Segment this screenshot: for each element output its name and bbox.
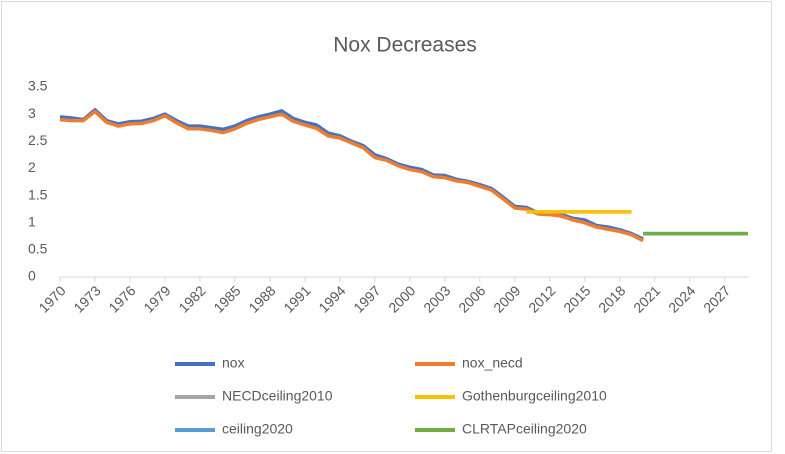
legend-label: CLRTAPceiling2020 xyxy=(462,421,587,437)
y-tick-label: 1.5 xyxy=(28,186,48,202)
chart-border xyxy=(1,1,772,452)
y-tick-label: 0.5 xyxy=(28,241,48,257)
y-tick-label: 2.5 xyxy=(28,132,48,148)
legend-label: Gothenburgceiling2010 xyxy=(462,388,607,404)
line-series xyxy=(59,109,644,243)
y-tick-label: 2 xyxy=(28,159,36,175)
chart-title: Nox Decreases xyxy=(333,34,477,57)
legend-label: NECDceiling2010 xyxy=(222,388,333,404)
y-tick-label: 0 xyxy=(28,268,36,284)
legend-label: nox_necd xyxy=(462,355,523,371)
y-tick-label: 1 xyxy=(28,213,36,229)
legend-label: ceiling2020 xyxy=(222,421,293,437)
legend-label: nox xyxy=(222,355,245,371)
y-tick-label: 3.5 xyxy=(28,78,48,94)
y-tick-label: 3 xyxy=(28,105,36,121)
